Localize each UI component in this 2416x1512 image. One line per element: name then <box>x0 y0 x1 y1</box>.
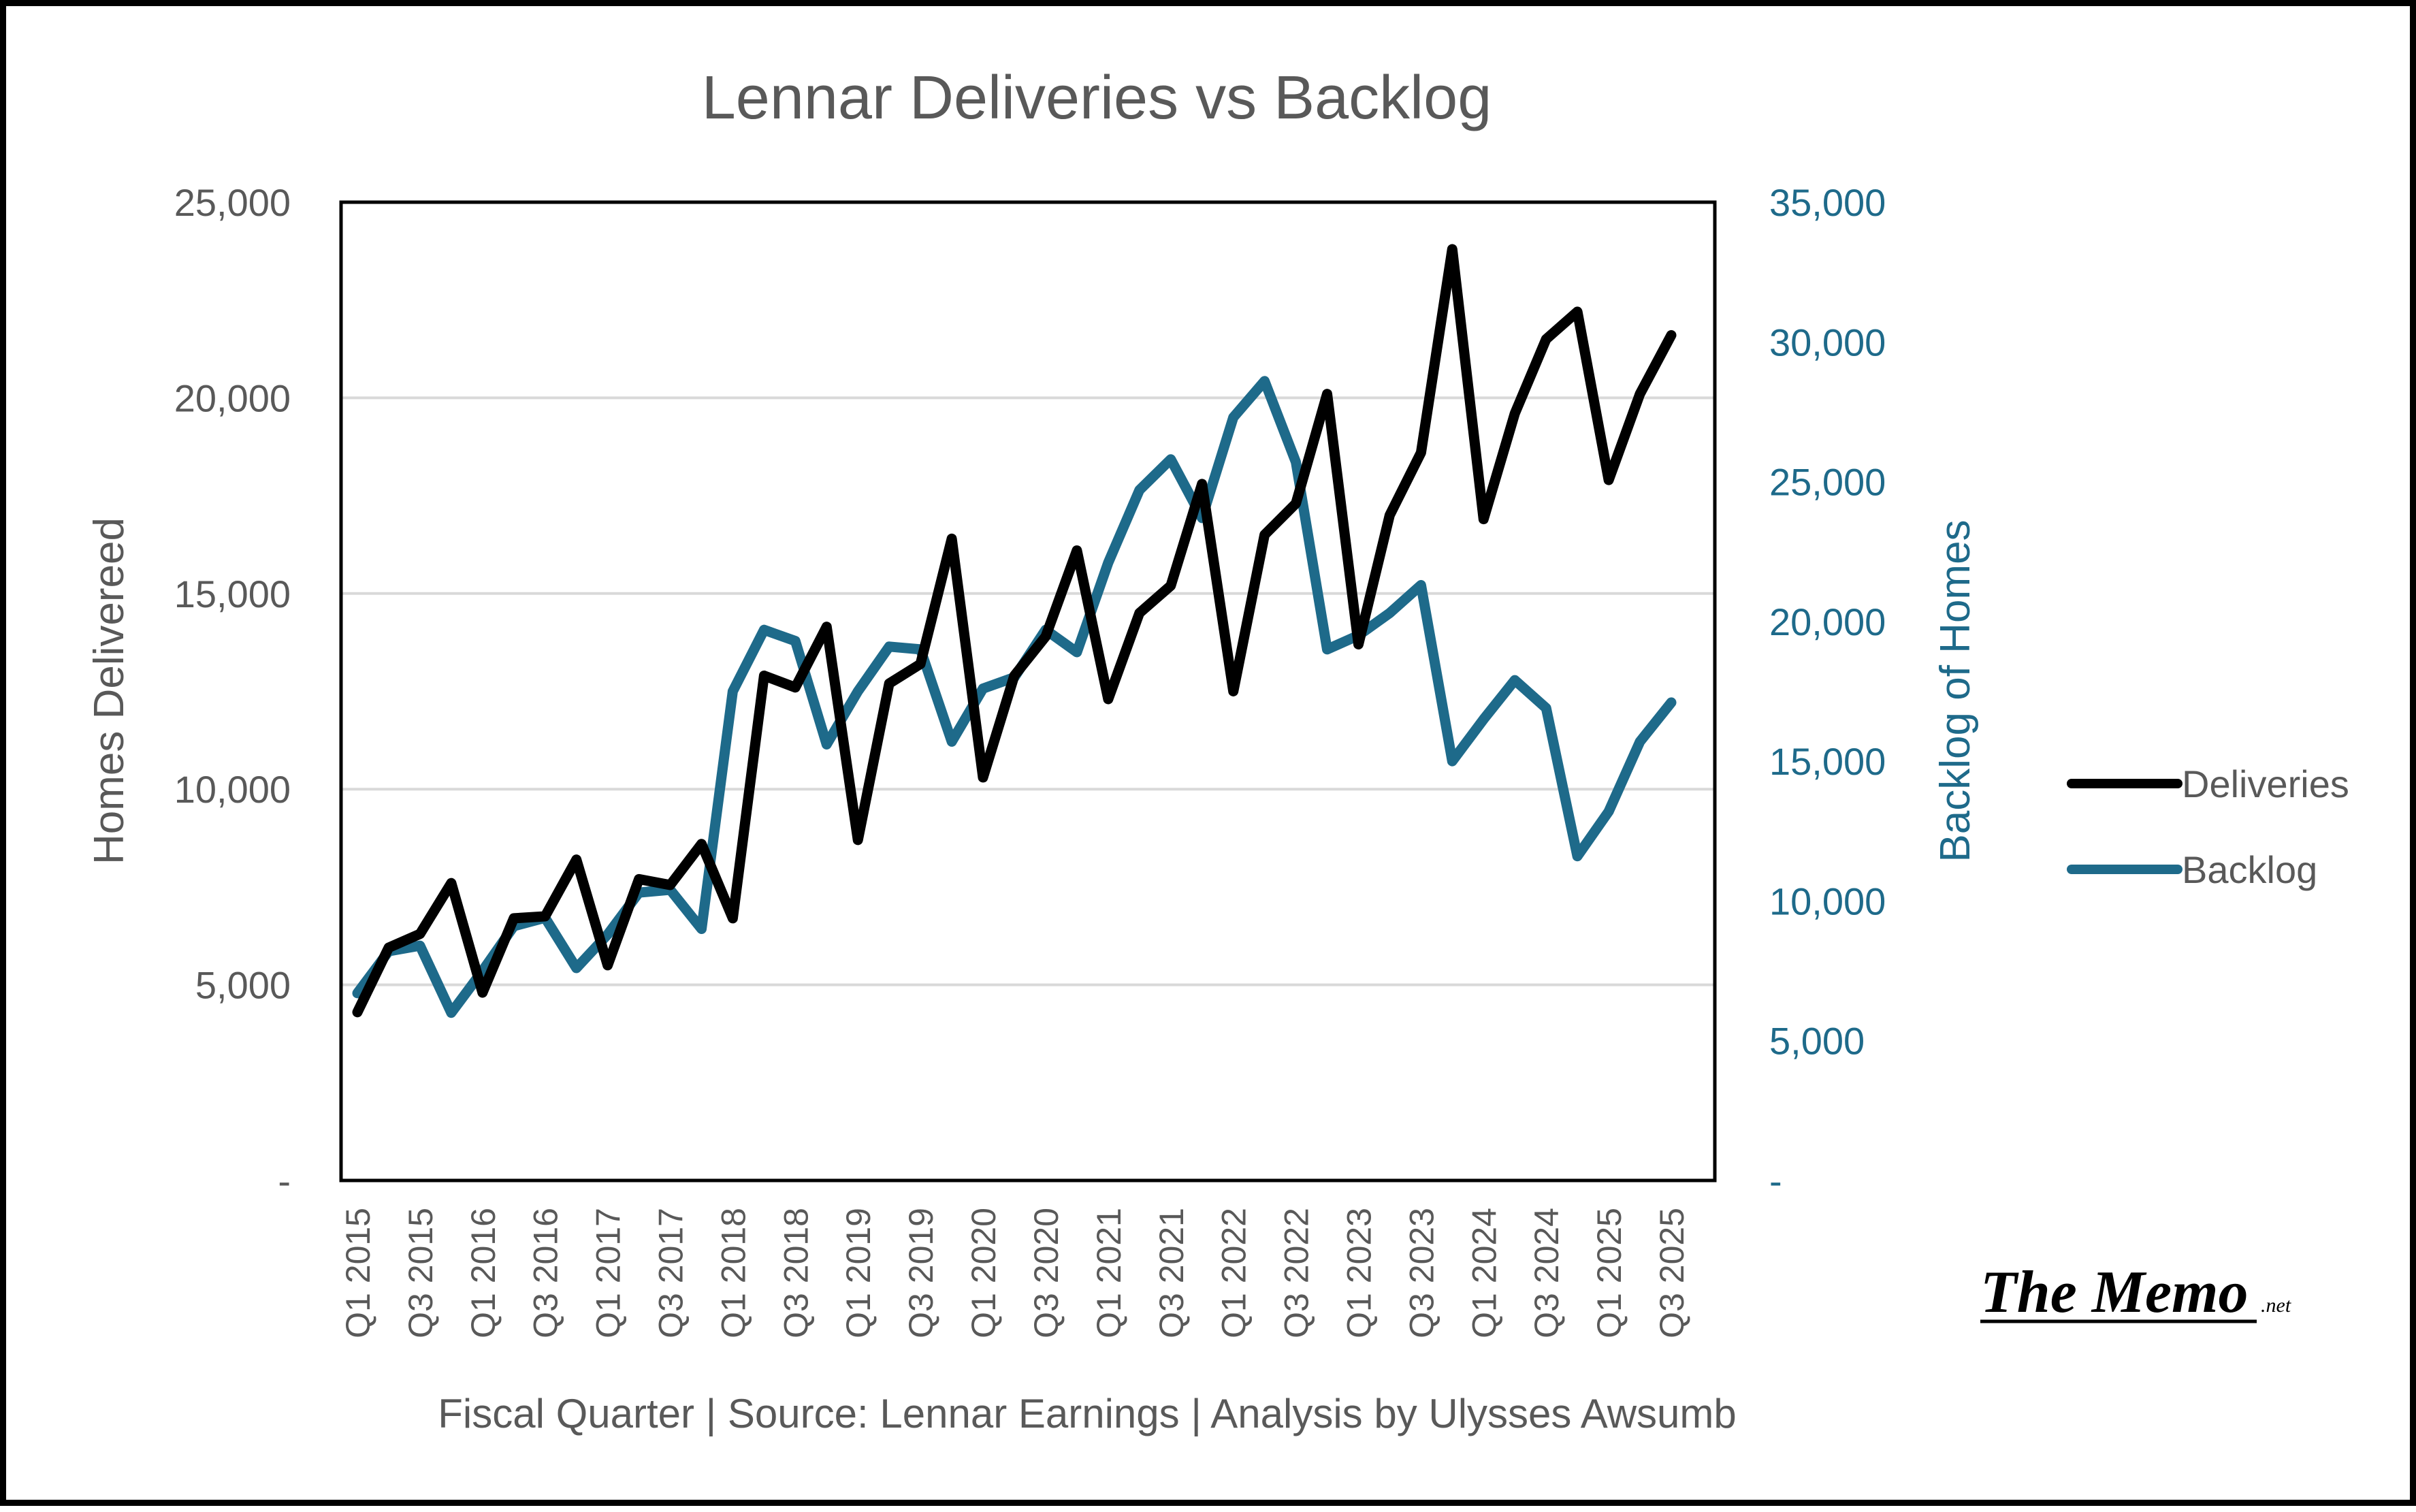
legend-label-backlog: Backlog <box>2182 848 2317 891</box>
y-tick-label-left: 20,000 <box>174 376 291 419</box>
y-tick-label-right: 20,000 <box>1769 600 1886 643</box>
gridlines <box>341 396 1715 986</box>
x-tick-label: Q1 2017 <box>590 1208 628 1338</box>
y-tick-label-left: 25,000 <box>174 181 291 224</box>
plot-area-border <box>339 200 1717 1183</box>
x-tick-label: Q1 2016 <box>464 1208 502 1338</box>
logo: The Memo .net <box>1980 1259 2291 1325</box>
y-tick-label-right: 35,000 <box>1769 181 1886 224</box>
y-tick-label-right: 15,000 <box>1769 740 1886 783</box>
x-tick-label: Q3 2016 <box>527 1208 565 1338</box>
x-tick-label: Q1 2025 <box>1590 1208 1628 1338</box>
right-axis-ticks: - 5,000 10,000 15,000 20,000 25,000 30,000 35,0… <box>1769 181 1886 1202</box>
x-tick-label: Q3 2021 <box>1153 1208 1191 1338</box>
x-tick-label: Q1 2024 <box>1465 1208 1503 1338</box>
x-tick-label: Q3 2022 <box>1278 1208 1316 1338</box>
legend-label-deliveries: Deliveries <box>2182 762 2349 805</box>
x-tick-label: Q3 2024 <box>1528 1208 1566 1338</box>
y-tick-label-left: 5,000 <box>195 964 291 1007</box>
x-tick-label: Q1 2020 <box>965 1208 1003 1338</box>
y-tick-label-right: - <box>1769 1159 1782 1202</box>
y-tick-label-right: 10,000 <box>1769 880 1886 922</box>
y-tick-label-right: 30,000 <box>1769 321 1886 364</box>
x-axis-label: Fiscal Quarter | Source: Lennar Earnings… <box>438 1391 1737 1436</box>
y-axis-label-left: Homes Delivereed <box>86 517 133 865</box>
x-tick-label: Q1 2018 <box>714 1208 752 1338</box>
y-tick-label-left: 10,000 <box>174 768 291 811</box>
x-tick-label: Q3 2025 <box>1653 1208 1691 1338</box>
x-tick-label: Q3 2023 <box>1402 1208 1440 1338</box>
y-tick-label-left: 15,000 <box>174 573 291 615</box>
y-axis-label-right: Backlog of Homes <box>1932 519 1979 862</box>
chart-title: Lennar Deliveries vs Backlog <box>702 64 1492 132</box>
x-tick-label: Q1 2023 <box>1340 1208 1378 1338</box>
x-tick-label: Q1 2019 <box>839 1208 877 1338</box>
left-axis-ticks: - 5,000 10,000 15,000 20,000 25,000 <box>174 181 291 1202</box>
y-tick-label-right: 25,000 <box>1769 461 1886 504</box>
y-tick-label-right: 5,000 <box>1769 1020 1865 1063</box>
x-tick-label: Q1 2022 <box>1215 1208 1253 1338</box>
logo-suffix: .net <box>2261 1294 2291 1317</box>
x-tick-label: Q3 2020 <box>1027 1208 1065 1338</box>
y-tick-label-left: - <box>278 1159 291 1202</box>
x-tick-label: Q3 2019 <box>902 1208 940 1338</box>
x-tick-label: Q3 2017 <box>652 1208 690 1338</box>
logo-text: The Memo <box>1980 1259 2249 1325</box>
x-tick-label: Q3 2015 <box>402 1208 440 1338</box>
x-tick-label: Q1 2021 <box>1090 1208 1128 1338</box>
series-layer <box>352 244 1677 1018</box>
chart: - 5,000 10,000 15,000 20,000 25,000 - 5,000 10,… <box>86 64 2349 1436</box>
x-tick-label: Q3 2018 <box>777 1208 815 1338</box>
legend: Deliveries Backlog <box>2067 762 2349 891</box>
series-line-deliveries <box>352 244 1677 1018</box>
x-tick-label: Q1 2015 <box>339 1208 377 1338</box>
x-axis-ticks: Q1 2015 Q3 2015 Q1 2016 Q3 2016 Q1 2017 Q3 20… <box>339 1208 1691 1338</box>
